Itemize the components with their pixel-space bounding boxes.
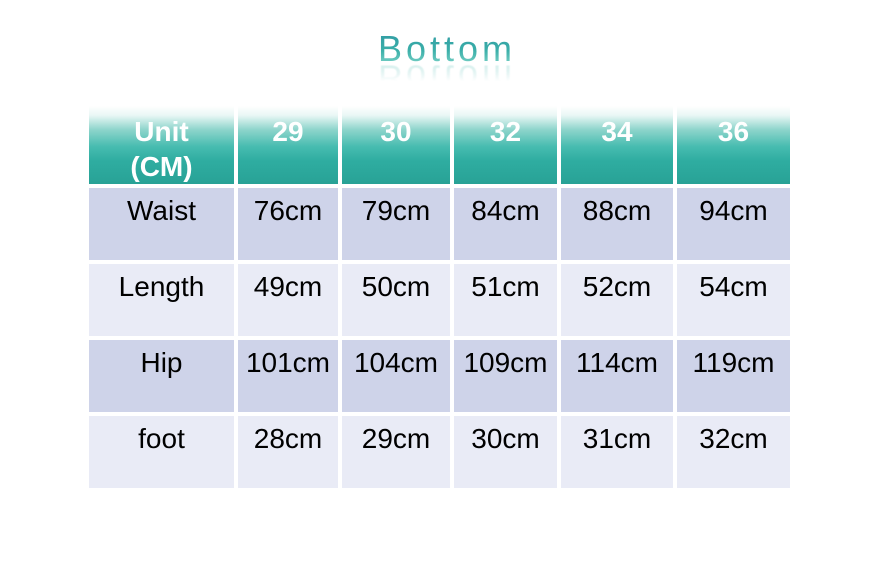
cell-hip-36: 119cm	[677, 340, 790, 412]
header-cell-unit: Unit (CM)	[89, 106, 234, 184]
cell-waist-34: 88cm	[561, 188, 673, 260]
row-label-waist: Waist	[89, 188, 234, 260]
table-row-foot: foot 28cm 29cm 30cm 31cm 32cm	[89, 416, 790, 488]
cell-waist-32: 84cm	[454, 188, 557, 260]
cell-foot-36: 32cm	[677, 416, 790, 488]
table-row-waist: Waist 76cm 79cm 84cm 88cm 94cm	[89, 188, 790, 260]
cell-waist-30: 79cm	[342, 188, 450, 260]
title-reflection: Bottom	[0, 57, 894, 99]
cell-foot-34: 31cm	[561, 416, 673, 488]
cell-length-29: 49cm	[238, 264, 338, 336]
header-cell-size-34: 34	[561, 106, 673, 184]
row-label-hip: Hip	[89, 340, 234, 412]
cell-hip-32: 109cm	[454, 340, 557, 412]
cell-foot-29: 28cm	[238, 416, 338, 488]
cell-length-36: 54cm	[677, 264, 790, 336]
header-cell-size-32: 32	[454, 106, 557, 184]
header-cell-size-30: 30	[342, 106, 450, 184]
cell-hip-34: 114cm	[561, 340, 673, 412]
cell-waist-29: 76cm	[238, 188, 338, 260]
cell-length-34: 52cm	[561, 264, 673, 336]
header-cell-size-36: 36	[677, 106, 790, 184]
table-row-length: Length 49cm 50cm 51cm 52cm 54cm	[89, 264, 790, 336]
cell-foot-30: 29cm	[342, 416, 450, 488]
header-cell-size-29: 29	[238, 106, 338, 184]
cell-length-32: 51cm	[454, 264, 557, 336]
page-title: Bottom Bottom	[0, 28, 894, 99]
cell-hip-29: 101cm	[238, 340, 338, 412]
row-label-length: Length	[89, 264, 234, 336]
cell-foot-32: 30cm	[454, 416, 557, 488]
table-row-hip: Hip 101cm 104cm 109cm 114cm 119cm	[89, 340, 790, 412]
cell-waist-36: 94cm	[677, 188, 790, 260]
cell-hip-30: 104cm	[342, 340, 450, 412]
size-chart-table: Unit (CM) 29 30 32 34 36 Waist 76cm 79cm…	[85, 102, 794, 492]
title-text: Bottom	[0, 28, 894, 69]
row-label-foot: foot	[89, 416, 234, 488]
header-row: Unit (CM) 29 30 32 34 36	[89, 106, 790, 184]
cell-length-30: 50cm	[342, 264, 450, 336]
